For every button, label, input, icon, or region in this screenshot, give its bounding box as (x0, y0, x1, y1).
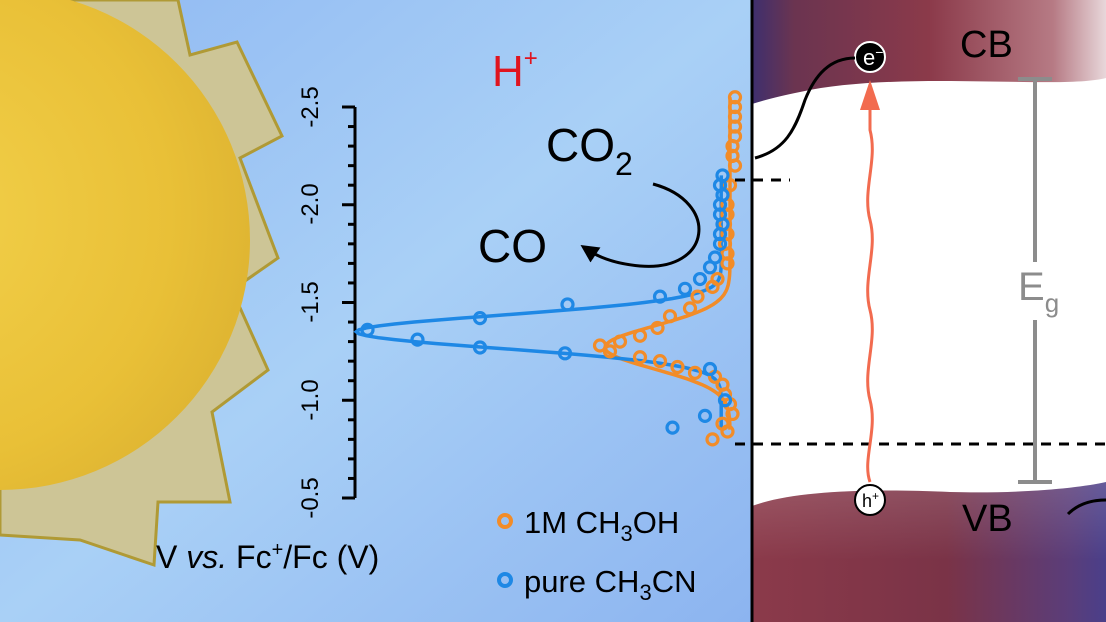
tick-label: -1.0 (297, 379, 324, 420)
hole: h+ (854, 484, 886, 516)
data-point-methanol (592, 338, 608, 353)
data-point-acetonitrile (652, 289, 668, 304)
data-point-methanol (612, 334, 628, 349)
data-point-acetonitrile (410, 332, 425, 347)
tick-label: -0.5 (297, 477, 324, 518)
electron-label: e− (863, 44, 883, 70)
data-point-acetonitrile (560, 297, 575, 312)
data-point-methanol (720, 424, 735, 439)
band-gap-marker: Eg (1018, 77, 1059, 484)
data-point-acetonitrile (702, 260, 718, 275)
data-point-methanol (727, 158, 743, 173)
axis-tick-labels: -2.5 -2.0 -1.5 -1.0 -0.5 (297, 86, 324, 518)
sun-icon (0, 0, 284, 568)
data-point-acetonitrile (472, 340, 488, 355)
cb-label: CB (960, 24, 1013, 66)
data-point-methanol (662, 309, 678, 324)
data-point-methanol (687, 365, 703, 380)
data-point-methanol (650, 320, 665, 336)
electron: e− (854, 41, 886, 73)
excitation-arrowhead (860, 80, 880, 110)
data-point-acetonitrile (677, 281, 693, 296)
data-point-methanol (632, 328, 648, 343)
sun-disc (0, 0, 250, 490)
data-point-methanol (690, 289, 705, 304)
data-point-acetonitrile (557, 346, 573, 361)
data-point-acetonitrile (712, 236, 728, 251)
data-point-acetonitrile (702, 361, 718, 377)
legend-marker-methanol (497, 513, 513, 529)
data-point-acetonitrile (360, 322, 375, 337)
data-point-methanol (632, 350, 648, 365)
valence-band-highlight (752, 482, 1106, 560)
proton-label: H+ (492, 45, 538, 96)
data-point-acetonitrile (472, 311, 488, 326)
band-gap-label: Eg (1018, 265, 1059, 318)
tick-label: -2.5 (297, 86, 324, 127)
data-point-methanol (720, 256, 735, 271)
conduction-band (752, 0, 1106, 104)
band-diagram: Eg e− h+ CB VB (735, 0, 1106, 622)
data-point-methanol (602, 344, 618, 359)
legend-label-methanol: 1M CH3OH (524, 505, 679, 546)
axis-ticks (342, 105, 355, 500)
co2-label: CO2 (546, 119, 633, 182)
data-point-acetonitrile (665, 420, 680, 435)
potential-axis: -2.5 -2.0 -1.5 -1.0 -0.5 V vs. Fc+/Fc (V… (156, 86, 379, 575)
solution-panel: H+ CO2 CO -2.5 -2.0 -1.5 -1.0 -0.5 V vs.… (0, 0, 752, 622)
vb-label: VB (962, 498, 1013, 540)
data-point-methanol (705, 432, 720, 447)
electron-transfer-line (754, 56, 856, 160)
axis-label: V vs. Fc+/Fc (V) (156, 539, 379, 575)
tick-label: -1.5 (297, 281, 324, 322)
tick-label: -2.0 (297, 183, 324, 224)
data-point-methanol (725, 406, 740, 422)
data-point-methanol (670, 359, 685, 375)
excitation-arrow (866, 106, 874, 483)
data-point-acetonitrile (697, 408, 713, 423)
hole-circle (854, 484, 886, 516)
data-point-acetonitrile (717, 393, 733, 408)
data-point-methanol (682, 301, 698, 316)
data-point-methanol (652, 354, 668, 369)
hole-label: h+ (862, 489, 879, 511)
reduction-arrow (580, 182, 701, 268)
hole-transfer-line (1066, 498, 1106, 516)
data-point-methanol (705, 279, 720, 294)
data-point-acetonitrile (692, 271, 708, 287)
legend: 1M CH3OH pure CH3CN (497, 505, 696, 605)
legend-marker-acetonitrile (497, 572, 513, 588)
co-label: CO (478, 220, 547, 272)
chart-plot (353, 90, 743, 447)
legend-label-acetonitrile: pure CH3CN (524, 564, 696, 605)
